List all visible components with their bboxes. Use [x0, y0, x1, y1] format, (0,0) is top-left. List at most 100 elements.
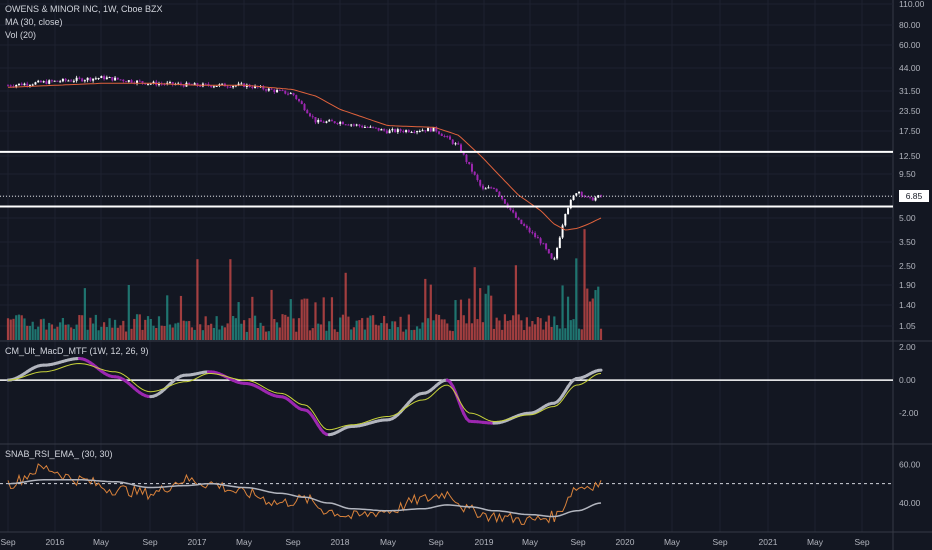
volume-bar	[256, 328, 259, 340]
volume-bar	[558, 328, 561, 340]
volume-bar	[300, 299, 303, 340]
volume-bar	[391, 321, 394, 340]
price-axis-label: 1.05	[899, 321, 916, 331]
candle-body	[484, 188, 487, 190]
candle-body	[396, 129, 399, 133]
volume-bar	[380, 322, 383, 340]
candle-body	[410, 131, 413, 133]
volume-bar	[234, 318, 237, 340]
volume-bar	[459, 299, 463, 340]
time-axis-label: Sep	[854, 537, 869, 547]
candle-body	[459, 144, 462, 153]
candle-body	[583, 195, 586, 197]
candle-body	[545, 243, 548, 250]
volume-bar	[470, 323, 474, 340]
volume-bar	[520, 320, 523, 340]
candle-body	[103, 76, 106, 80]
candle-body	[289, 93, 292, 95]
volume-bar	[314, 302, 317, 340]
price-axis-label: 2.50	[899, 261, 916, 271]
volume-bar	[481, 322, 485, 340]
candle-body	[542, 243, 545, 245]
candle-body	[273, 89, 276, 93]
volume-bar	[547, 315, 550, 340]
volume-bar	[564, 328, 567, 340]
candle-body	[369, 126, 372, 128]
candle-body	[157, 83, 160, 86]
candle-body	[15, 84, 18, 87]
volume-bar	[528, 326, 531, 340]
candle-body	[67, 80, 70, 82]
volume-bar	[127, 284, 130, 340]
volume-bar	[37, 326, 40, 340]
candle-body	[539, 238, 542, 244]
volume-bar	[26, 325, 29, 340]
volume-bar	[492, 328, 496, 340]
volume-bar	[363, 329, 366, 340]
volume-bar	[146, 316, 150, 340]
volume-bar	[586, 288, 589, 340]
candle-body	[182, 84, 185, 87]
volume-bar	[462, 315, 465, 340]
candle-body	[292, 93, 295, 96]
volume-bar	[550, 326, 553, 340]
volume-bar	[245, 331, 248, 340]
candle-body	[149, 83, 152, 85]
volume-bar	[476, 319, 479, 340]
price-axis-label: 3.50	[899, 237, 916, 247]
candle-body	[105, 77, 108, 80]
volume-bar	[248, 318, 251, 340]
volume-bar	[385, 323, 388, 340]
candle-body	[122, 79, 125, 82]
volume-bar	[86, 329, 89, 340]
candle-body	[418, 131, 421, 133]
candle-body	[72, 80, 75, 82]
volume-bar	[251, 296, 254, 340]
candle-body	[465, 154, 468, 162]
volume-bar	[281, 314, 284, 340]
volume-bar	[185, 321, 188, 340]
candle-body	[45, 81, 48, 84]
volume-bar	[122, 320, 125, 340]
candle-body	[226, 86, 229, 88]
candle-body	[136, 80, 139, 84]
candle-body	[86, 77, 89, 81]
macd-axis-label: 0.00	[899, 375, 916, 385]
volume-bar	[424, 278, 427, 340]
price-axis-label: 1.90	[899, 280, 916, 290]
volume-bar	[215, 316, 218, 340]
volume-bar	[141, 329, 144, 340]
candle-body	[42, 81, 45, 83]
volume-bar	[240, 323, 243, 340]
volume-bar	[418, 328, 421, 340]
volume-bar	[308, 330, 312, 340]
candle-body	[361, 125, 364, 128]
candle-body	[416, 131, 419, 133]
volume-bar	[199, 324, 202, 340]
volume-bar	[168, 324, 172, 340]
candle-body	[295, 95, 298, 100]
volume-bar	[325, 330, 328, 340]
volume-bar	[322, 297, 325, 340]
volume-bar	[221, 325, 224, 340]
volume-bar	[67, 324, 70, 340]
volume-bar	[174, 323, 177, 340]
volume-bar	[188, 321, 191, 340]
candle-body	[70, 80, 73, 82]
candle-body	[229, 86, 232, 88]
volume-bar	[361, 318, 364, 340]
candle-body	[432, 127, 435, 132]
candle-body	[130, 80, 133, 83]
volume-bar	[495, 317, 498, 340]
volume-bar	[484, 293, 487, 340]
rsi-line	[7, 463, 602, 525]
candle-body	[125, 81, 128, 83]
volume-bar	[83, 288, 86, 340]
volume-bar	[383, 315, 386, 340]
volume-bar	[374, 324, 377, 340]
candle-body	[234, 85, 237, 87]
volume-bar	[6, 318, 10, 340]
candle-body	[298, 99, 301, 102]
volume-bar	[468, 298, 471, 340]
volume-bar	[50, 324, 54, 340]
